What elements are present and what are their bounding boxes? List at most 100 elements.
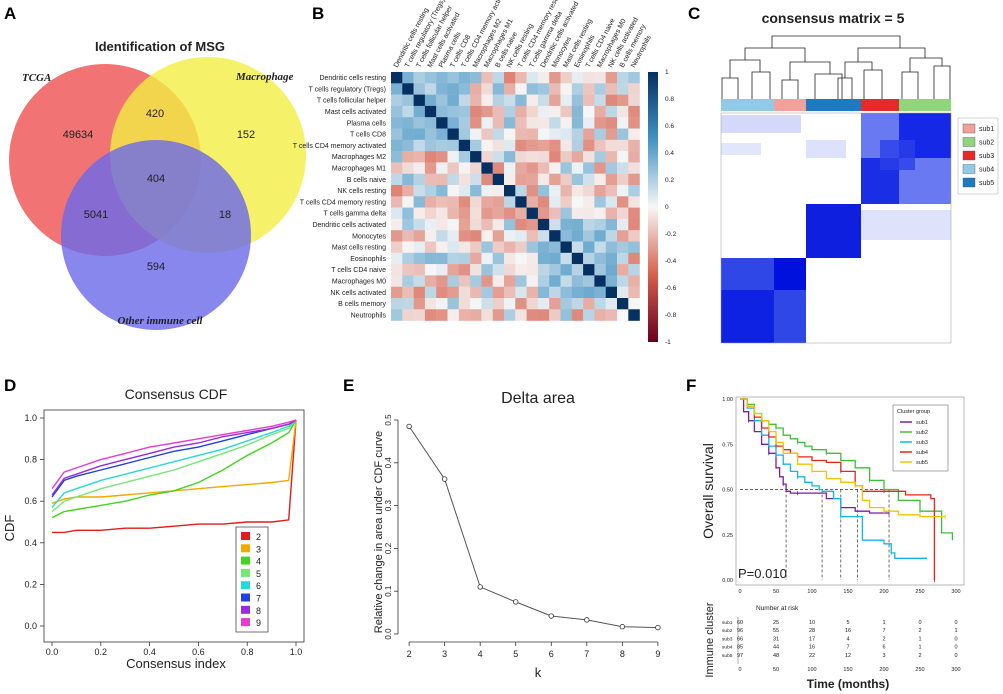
correlation-cell [583, 117, 595, 129]
correlation-cell [515, 286, 527, 299]
risk-count: 0 [954, 636, 957, 642]
correlation-cell [526, 218, 539, 231]
cdf-ytick-label: 0.0 [24, 621, 37, 631]
correlation-cell [617, 128, 629, 140]
correlation-cell [447, 83, 459, 95]
risk-count: 44 [773, 645, 779, 651]
correlation-cell [504, 298, 516, 310]
correlation-row-label: T cells follicular helper [317, 98, 387, 105]
correlation-cell [537, 162, 550, 174]
correlation-cell [447, 286, 459, 299]
cdf-legend-swatch [241, 581, 250, 590]
risk-xtick-label: 0 [738, 667, 741, 673]
correlation-cell [549, 252, 561, 265]
delta-xtick-label: 8 [620, 649, 625, 659]
correlation-cell [526, 105, 539, 118]
correlation-cell [583, 196, 595, 208]
delta-xtick-label: 5 [513, 649, 518, 659]
correlation-cell [594, 139, 606, 152]
correlation-cell [492, 275, 505, 287]
venn-label-tcga: TCGA [22, 72, 51, 84]
panel-a: A Identification of MSG TCGA Macrophage … [4, 4, 306, 330]
correlation-cell [470, 196, 482, 208]
cdf-ytick-label: 0.6 [24, 496, 37, 506]
correlation-row-label: T cells gamma delta [323, 211, 386, 218]
correlation-cell [515, 309, 527, 321]
correlation-cell [436, 139, 448, 152]
risk-row-label: sub5 [722, 653, 733, 659]
cdf-legend-swatch [241, 618, 250, 627]
correlation-cell [447, 139, 459, 152]
correlation-cell [560, 117, 572, 129]
correlation-cell [504, 309, 516, 321]
correlation-cell [492, 83, 505, 95]
correlation-cell [583, 139, 595, 152]
km-xlabel: Time (months) [807, 677, 889, 691]
correlation-cell [504, 94, 516, 107]
correlation-cell [436, 275, 448, 287]
correlation-cell [402, 286, 414, 299]
venn-label-macrophage: Macrophage [235, 71, 294, 83]
delta-xtick-label: 7 [584, 649, 589, 659]
correlation-cell [447, 218, 459, 231]
correlation-row-label: Mast cells activated [325, 109, 386, 116]
correlation-row-label: Neutrophils [351, 312, 387, 319]
km-ytick-label: 0.25 [722, 533, 733, 539]
correlation-cell [605, 151, 618, 163]
correlation-cell [537, 94, 550, 107]
correlation-cell [526, 230, 539, 242]
correlation-cell [470, 252, 482, 265]
correlation-scale-tick: -0.6 [665, 285, 677, 292]
panel-e: E Delta area 0.00.10.20.30.40.52 3 4 5 6 7 8 9 … [343, 376, 661, 680]
correlation-cell [391, 94, 403, 107]
correlation-cell [504, 173, 516, 186]
correlation-cell [560, 162, 572, 174]
correlation-cell [515, 151, 527, 163]
correlation-cell [470, 83, 482, 95]
correlation-cell [617, 196, 629, 208]
correlation-cell [447, 207, 459, 220]
correlation-cell [436, 162, 448, 174]
correlation-cell [436, 286, 448, 299]
correlation-row-label: T cells CD8 [350, 132, 386, 139]
correlation-cell [492, 309, 505, 321]
risk-row-label: sub3 [722, 636, 733, 642]
correlation-cell [447, 196, 459, 208]
correlation-cell [413, 139, 426, 152]
correlation-cell [391, 275, 403, 287]
correlation-cell [526, 94, 539, 107]
correlation-cell [447, 275, 459, 287]
consensus-title: consensus matrix = 5 [762, 10, 905, 26]
delta-xtick-label: 4 [478, 649, 483, 659]
correlation-cell [458, 218, 471, 231]
correlation-scale-tick: 0.8 [665, 96, 674, 103]
risk-row-label: sub1 [722, 620, 733, 626]
correlation-cell [447, 173, 459, 186]
correlation-cell [402, 309, 414, 321]
correlation-row-labels: Dendritic cells resting T cells regulator… [293, 75, 387, 319]
risk-count: 66 [737, 636, 743, 642]
correlation-cell [594, 241, 606, 253]
risk-count: 0 [918, 620, 921, 626]
correlation-cell [504, 117, 516, 129]
correlation-cell [424, 128, 437, 140]
correlation-cell [537, 117, 550, 129]
correlation-cell [402, 162, 414, 174]
risk-count: 6 [882, 645, 885, 651]
correlation-cell [605, 218, 618, 231]
correlation-cell [571, 94, 584, 107]
correlation-cell [424, 264, 437, 276]
km-pvalue: P=0.010 [738, 566, 787, 581]
correlation-row-label: T cells CD4 memory activated [293, 143, 386, 150]
correlation-cell [583, 264, 595, 276]
correlation-cell [413, 105, 426, 118]
delta-point [477, 584, 483, 590]
correlation-cell [526, 185, 539, 197]
cdf-legend-swatch [241, 605, 250, 614]
correlation-cell [436, 252, 448, 265]
cdf-legend-swatch [241, 568, 250, 577]
correlation-cell [571, 286, 584, 299]
correlation-cell [515, 162, 527, 174]
correlation-cell [458, 105, 471, 118]
